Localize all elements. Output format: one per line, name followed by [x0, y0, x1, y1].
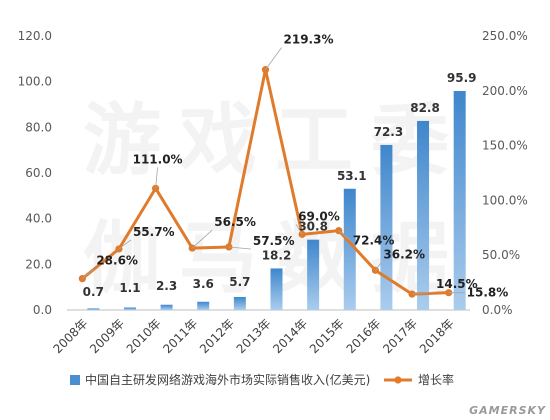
bar-value-label: 30.8 [298, 220, 328, 234]
y-left-tick-label: 80.0 [25, 120, 52, 134]
bar [87, 308, 100, 310]
growth-rate-point [225, 243, 233, 251]
bar [380, 144, 393, 310]
rate-leader-line [412, 291, 435, 295]
rate-value-label: 15.8% [467, 286, 509, 300]
bar-value-label: 2.3 [156, 279, 177, 293]
y-left-tick-label: 120.0 [18, 29, 52, 43]
bar-value-label: 95.9 [447, 71, 477, 85]
bar-value-label: 53.1 [337, 169, 367, 183]
legend: 中国自主研发网络游戏海外市场实际销售收入(亿美元) 增长率 [70, 372, 454, 387]
rate-value-label: 69.0% [298, 209, 340, 223]
bar [343, 188, 356, 310]
bar-value-label: 72.3 [374, 125, 404, 139]
y-left-tick-label: 40.0 [25, 212, 52, 226]
bar [270, 268, 283, 310]
rate-value-label: 14.5% [436, 277, 478, 291]
y-left-tick-label: 100.0 [18, 75, 52, 89]
y-left-tick-label: 20.0 [25, 257, 52, 271]
x-tick-label: 2011年 [160, 316, 200, 356]
bar [123, 307, 136, 310]
rate-value-label: 55.7% [133, 225, 175, 239]
y-right-tick-label: 200.0% [482, 84, 528, 98]
y-left-tick-label: 60.0 [25, 166, 52, 180]
x-tick-label: 2014年 [270, 316, 310, 356]
bar-value-label: 18.2 [262, 248, 292, 262]
rate-leader-line [338, 230, 352, 241]
bar [453, 91, 466, 310]
rate-leader-line [295, 224, 303, 235]
y-right-tick-label: 0.0% [482, 303, 513, 317]
rate-value-label: 36.2% [383, 247, 425, 261]
legend-line-marker [394, 376, 402, 384]
x-tick-label: 2009年 [87, 316, 127, 356]
bar [160, 304, 173, 310]
rate-leader-line [155, 167, 158, 189]
x-tick-label: 2008年 [50, 316, 90, 356]
bar [417, 120, 430, 310]
y-right-tick-label: 150.0% [482, 139, 528, 153]
legend-line-label: 增长率 [418, 372, 454, 387]
y-right-tick-label: 100.0% [482, 193, 528, 207]
rate-value-label: 111.0% [133, 152, 183, 166]
legend-bar-swatch [70, 375, 80, 385]
gamersky-logo: GAMERSKY [469, 404, 546, 417]
bar-value-label: 3.6 [193, 277, 214, 291]
rate-leader-line [375, 262, 382, 271]
bar [197, 301, 210, 310]
bar [233, 296, 246, 310]
bar-value-label: 82.8 [410, 101, 440, 115]
rate-value-label: 56.5% [214, 215, 256, 229]
y-right-tick-label: 250.0% [482, 29, 528, 43]
rate-value-label: 72.4% [353, 234, 395, 248]
bar-value-label: 5.7 [229, 275, 250, 289]
x-tick-label: 2012年 [197, 316, 237, 356]
rate-value-label: 28.6% [96, 254, 138, 268]
bar-value-label: 1.1 [119, 281, 140, 295]
y-right-tick-label: 50.0% [482, 248, 520, 262]
rate-leader-line [118, 239, 132, 250]
y-left-tick-label: 0.0 [33, 303, 52, 317]
data-labels: 0.7 1.1 2.3 3.6 5.7 18.2 30.8 53.1 72.3 82.8 95.9 2… [82, 33, 508, 300]
rate-leader-line [228, 246, 251, 250]
x-tick-label: 2010年 [124, 316, 164, 356]
rate-leader-line [191, 229, 213, 249]
rate-value-label: 219.3% [284, 33, 334, 47]
x-tick-label: 2013年 [234, 316, 274, 356]
x-tick-label: 2017年 [380, 316, 420, 356]
bar [307, 239, 320, 310]
bar-series [87, 91, 466, 310]
rate-leader-line [82, 268, 95, 279]
rate-value-label: 57.5% [253, 234, 295, 248]
rate-leader-line [265, 47, 282, 70]
bar-value-label: 0.7 [83, 285, 104, 299]
legend-bar-label: 中国自主研发网络游戏海外市场实际销售收入(亿美元) [85, 372, 370, 387]
x-tick-label: 2018年 [417, 316, 457, 356]
x-tick-label: 2015年 [307, 316, 347, 356]
x-tick-label: 2016年 [344, 316, 384, 356]
